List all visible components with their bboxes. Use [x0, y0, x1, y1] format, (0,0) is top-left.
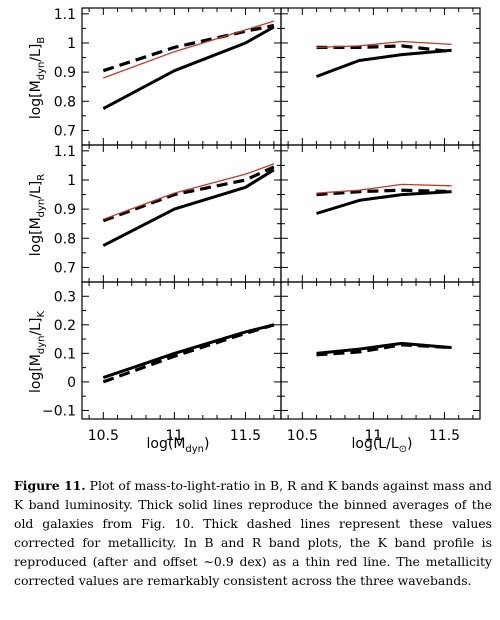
- xlabel-luminosity: log(L/L⊙): [352, 436, 413, 455]
- y-tick-label: 1.1: [54, 7, 76, 23]
- y-tick-label: 0.7: [54, 123, 76, 139]
- dashed-line: [316, 188, 452, 197]
- panel-5: 10.5 11 11.5: [280, 281, 481, 444]
- panel-2: 0.7 0.8 0.9 1 1.1: [54, 144, 282, 283]
- panel-frame: [280, 144, 481, 283]
- caption-label: Figure 11.: [14, 478, 86, 493]
- panel-0: 0.7 0.8 0.9 1 1.1: [54, 7, 282, 146]
- y-tick-label: 0.9: [54, 65, 76, 81]
- y-tick-label: 0.7: [54, 260, 76, 276]
- solid-line: [102, 168, 275, 247]
- dashed-line: [102, 323, 275, 384]
- thin-red-line: [316, 183, 452, 194]
- x-tick-label: 10.5: [287, 428, 318, 444]
- figure-panels: 0.7 0.8 0.9 1 1.1 0.7 0.8 0.9 1 1.1 −0.1 0 0.1 0.2 0.3…: [28, 7, 481, 455]
- ylabel-R: log[Mdyn/L]R: [28, 174, 47, 256]
- ylabel-B: log[Mdyn/L]B: [28, 37, 47, 119]
- x-tick-label: 11.5: [429, 428, 460, 444]
- x-tick-label: 10.5: [88, 428, 119, 444]
- panel-3: [280, 144, 481, 283]
- thin-red-line: [103, 20, 275, 79]
- y-tick-label: 0.8: [54, 231, 76, 247]
- caption-text: Plot of mass-to-light-ratio in B, R and …: [14, 478, 492, 588]
- dashed-line: [102, 165, 275, 223]
- y-tick-label: −0.1: [42, 403, 76, 419]
- thin-red-line: [316, 40, 452, 49]
- xlabel-mass: log(Mdyn): [147, 436, 210, 455]
- dashed-line: [316, 44, 452, 54]
- y-tick-label: 0.9: [54, 202, 76, 218]
- y-tick-label: 0.8: [54, 94, 76, 110]
- dashed-line: [316, 343, 452, 357]
- y-tick-label: 0.3: [54, 289, 76, 305]
- thin-red-line: [103, 163, 275, 220]
- y-tick-label: 1.1: [54, 144, 76, 160]
- panel-frame: [81, 144, 282, 283]
- solid-line: [316, 190, 452, 215]
- panel-frame: [280, 281, 481, 420]
- panel-frame: [280, 7, 481, 146]
- figure-caption: Figure 11. Plot of mass-to-light-ratio i…: [14, 476, 492, 590]
- y-tick-label: 1: [67, 173, 76, 189]
- panel-grid: 0.7 0.8 0.9 1 1.1 0.7 0.8 0.9 1 1.1 −0.1 0 0.1 0.2 0.3…: [42, 7, 481, 444]
- x-tick-label: 11.5: [230, 428, 261, 444]
- solid-line: [102, 25, 275, 110]
- y-tick-label: 0.1: [54, 346, 76, 362]
- solid-line: [102, 323, 275, 380]
- dashed-line: [102, 23, 275, 73]
- solid-line: [315, 48, 452, 78]
- y-tick-label: 1: [67, 36, 76, 52]
- panel-4: −0.1 0 0.1 0.2 0.3 10.5 11 11.5: [42, 281, 282, 444]
- y-tick-label: 0: [67, 375, 76, 391]
- y-tick-label: 0.2: [54, 318, 76, 334]
- axis-labels: log[Mdyn/L]B log[Mdyn/L]R log[Mdyn/L]K l…: [28, 37, 412, 455]
- ylabel-K: log[Mdyn/L]K: [28, 311, 47, 393]
- panel-1: [280, 7, 481, 146]
- x-tick-label: 11: [165, 428, 183, 444]
- x-tick-label: 11: [364, 428, 382, 444]
